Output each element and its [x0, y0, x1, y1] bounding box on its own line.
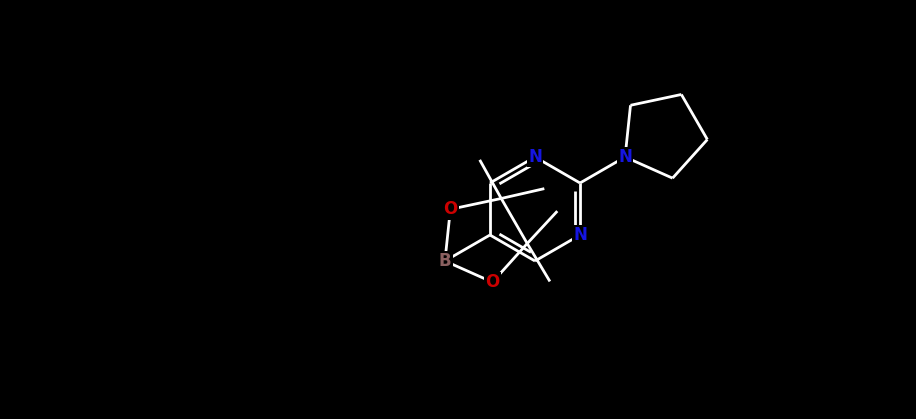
Text: O: O: [443, 200, 457, 218]
Text: N: N: [618, 148, 632, 166]
Text: N: N: [573, 226, 587, 244]
Text: B: B: [439, 252, 452, 270]
Text: O: O: [485, 273, 499, 291]
Text: N: N: [528, 148, 542, 166]
